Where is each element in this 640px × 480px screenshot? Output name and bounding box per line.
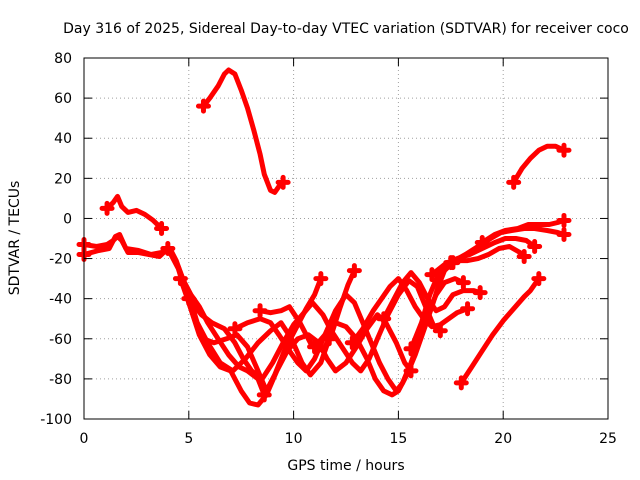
y-tick-label: -40 [49, 292, 72, 308]
y-axis-label: SDTVAR / TECUs [7, 181, 23, 296]
series-point-marker [172, 271, 188, 287]
y-tick-label: -60 [49, 332, 72, 348]
series-line-track-7 [257, 268, 357, 354]
x-axis-label: GPS time / hours [287, 458, 404, 474]
series-point-marker [443, 255, 459, 271]
plot-frame [83, 57, 609, 420]
y-tick-label: -80 [49, 372, 72, 388]
series-point-marker [252, 303, 268, 319]
series-point-marker [472, 285, 488, 301]
y-tick-label: 40 [54, 131, 72, 147]
chart-title: Day 316 of 2025, Sidereal Day-to-day VTE… [63, 21, 629, 37]
series-line-track-8 [312, 260, 456, 398]
series-point-marker [160, 241, 176, 257]
series-line-track-15 [458, 276, 542, 386]
series-point-marker [556, 212, 572, 228]
series-line-track-11 [408, 244, 527, 352]
series-point-marker [474, 235, 490, 251]
series-point-marker [346, 263, 362, 279]
series-point-marker [154, 220, 170, 236]
series-point-marker [516, 249, 532, 265]
y-tick-label: -100 [40, 412, 72, 428]
x-tick-label: 10 [285, 431, 303, 447]
series-line-track-9 [349, 276, 471, 346]
series-line-track-17 [201, 67, 286, 195]
y-tick-label: 60 [54, 91, 72, 107]
series-point-marker [313, 271, 329, 287]
x-tick-label: 20 [494, 431, 512, 447]
series-line-track-10 [381, 270, 483, 322]
series-line-track-3 [165, 246, 414, 408]
series-point-marker [556, 226, 572, 242]
y-tick-label: 80 [54, 51, 72, 67]
series-point-marker [556, 142, 572, 158]
series-point-marker [455, 275, 471, 291]
x-tick-label: 0 [80, 431, 89, 447]
series-point-marker [227, 321, 243, 337]
series-point-marker [181, 291, 197, 307]
series-point-marker [376, 311, 392, 327]
x-tick-label: 15 [389, 431, 407, 447]
series-point-marker [344, 335, 360, 351]
x-tick-label: 5 [184, 431, 193, 447]
series-point-marker [460, 301, 476, 317]
series-point-marker [99, 200, 115, 216]
y-tick-label: 0 [63, 211, 72, 227]
series-line-track-14 [479, 217, 567, 245]
series-line-track-16 [511, 143, 567, 185]
y-tick-label: -20 [49, 252, 72, 268]
series-point-marker [432, 323, 448, 339]
series-point-marker [307, 339, 323, 355]
series-point-marker [195, 98, 211, 114]
series-point-marker [531, 271, 547, 287]
series-point-marker [453, 375, 469, 391]
y-tick-label: 20 [54, 171, 72, 187]
series-point-marker [527, 239, 543, 255]
series-point-marker [275, 174, 291, 190]
x-tick-label: 25 [599, 431, 617, 447]
series-point-marker [403, 341, 419, 357]
series-group [76, 67, 572, 408]
series-point-marker [424, 267, 440, 283]
series-line-track-18 [104, 193, 165, 231]
series-point-marker [506, 174, 522, 190]
